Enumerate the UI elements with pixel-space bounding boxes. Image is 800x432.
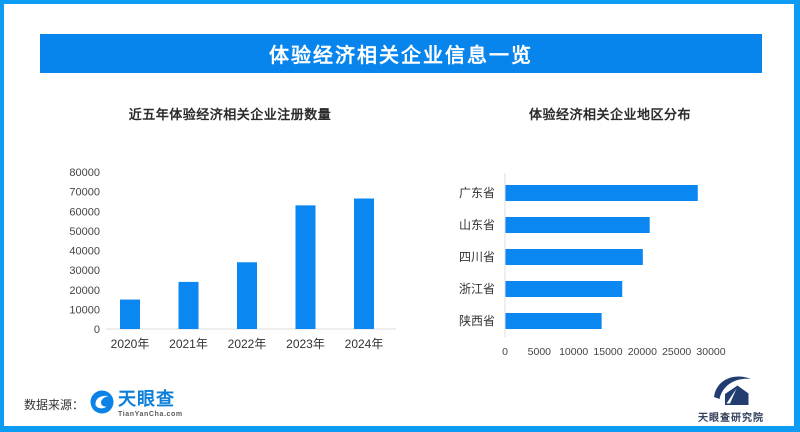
page-title: 体验经济相关企业信息一览 [269, 45, 533, 67]
y-tick-label: 20000 [69, 285, 100, 297]
bar-浙江省 [505, 281, 623, 297]
tianyancha-logo: 天眼查 TianYanCha.com [90, 386, 183, 418]
registrations-bar-chart: 0 10000 20000 30000 40000 50000 60000 70000 8000… [69, 167, 396, 351]
y-tick-label: 60000 [69, 206, 100, 218]
bar-2022年 [237, 262, 257, 329]
x-tick-label: 30000 [696, 346, 725, 358]
bar-陕西省 [505, 313, 602, 329]
bar-四川省 [505, 249, 643, 265]
y-tick-label: 80000 [69, 167, 100, 179]
x-tick-label: 5000 [528, 346, 552, 358]
x-tick-label: 20000 [628, 346, 657, 358]
category-label: 广东省 [459, 186, 495, 200]
bar-2021年 [178, 281, 199, 329]
category-label: 浙江省 [459, 282, 495, 296]
tianyancha-domain-text: TianYanCha.com [118, 411, 183, 418]
x-tick-label: 2022年 [228, 337, 267, 351]
category-label: 四川省 [459, 250, 495, 264]
registrations-chart-panel: 近五年体验经济相关企业注册数量 0 10000 20000 30000 40000 500… [60, 104, 400, 367]
x-tick-label: 2021年 [169, 337, 208, 351]
registrations-chart-title: 近五年体验经济相关企业注册数量 [128, 107, 332, 122]
y-tick-label: 30000 [69, 265, 100, 277]
y-tick-label: 70000 [69, 187, 100, 199]
x-tick-label: 15000 [593, 346, 622, 358]
regions-chart-title: 体验经济相关企业地区分布 [528, 107, 691, 122]
x-tick-label: 10000 [559, 346, 588, 358]
institute-logo: 天眼查研究院 [698, 372, 764, 424]
x-tick-label: 25000 [662, 346, 691, 358]
data-source-label: 数据来源： [24, 398, 85, 412]
y-tick-label: 40000 [69, 246, 100, 258]
data-source: 数据来源： 天眼查 TianYanCha.com [24, 386, 183, 418]
tianyancha-logo-text-block: 天眼查 TianYanCha.com [118, 386, 183, 418]
y-tick-label: 0 [94, 324, 100, 336]
bar-2024年 [354, 198, 374, 329]
tianyancha-logo-text: 天眼查 [118, 389, 176, 409]
bar-山东省 [505, 217, 650, 233]
category-label: 陕西省 [459, 313, 495, 328]
page-title-banner: 体验经济相关企业信息一览 [40, 34, 762, 73]
x-tick-label: 2020年 [111, 337, 150, 351]
category-label: 山东省 [459, 218, 495, 232]
bar-2023年 [295, 205, 316, 329]
y-tick-label: 50000 [69, 226, 100, 238]
x-tick-label: 2024年 [345, 337, 384, 351]
bar-2020年 [120, 299, 140, 329]
x-tick-label: 2023年 [286, 337, 325, 351]
regions-chart-panel: 体验经济相关企业地区分布 广东省山东省四川省浙江省陕西省 0 5000 10000 15… [440, 104, 780, 375]
institute-swoosh-house-icon [714, 376, 751, 405]
bar-广东省 [505, 185, 698, 201]
y-tick-label: 10000 [69, 304, 100, 316]
x-tick-label: 0 [502, 346, 508, 358]
institute-name: 天眼查研究院 [698, 413, 764, 424]
tianyancha-eye-icon [90, 390, 114, 414]
